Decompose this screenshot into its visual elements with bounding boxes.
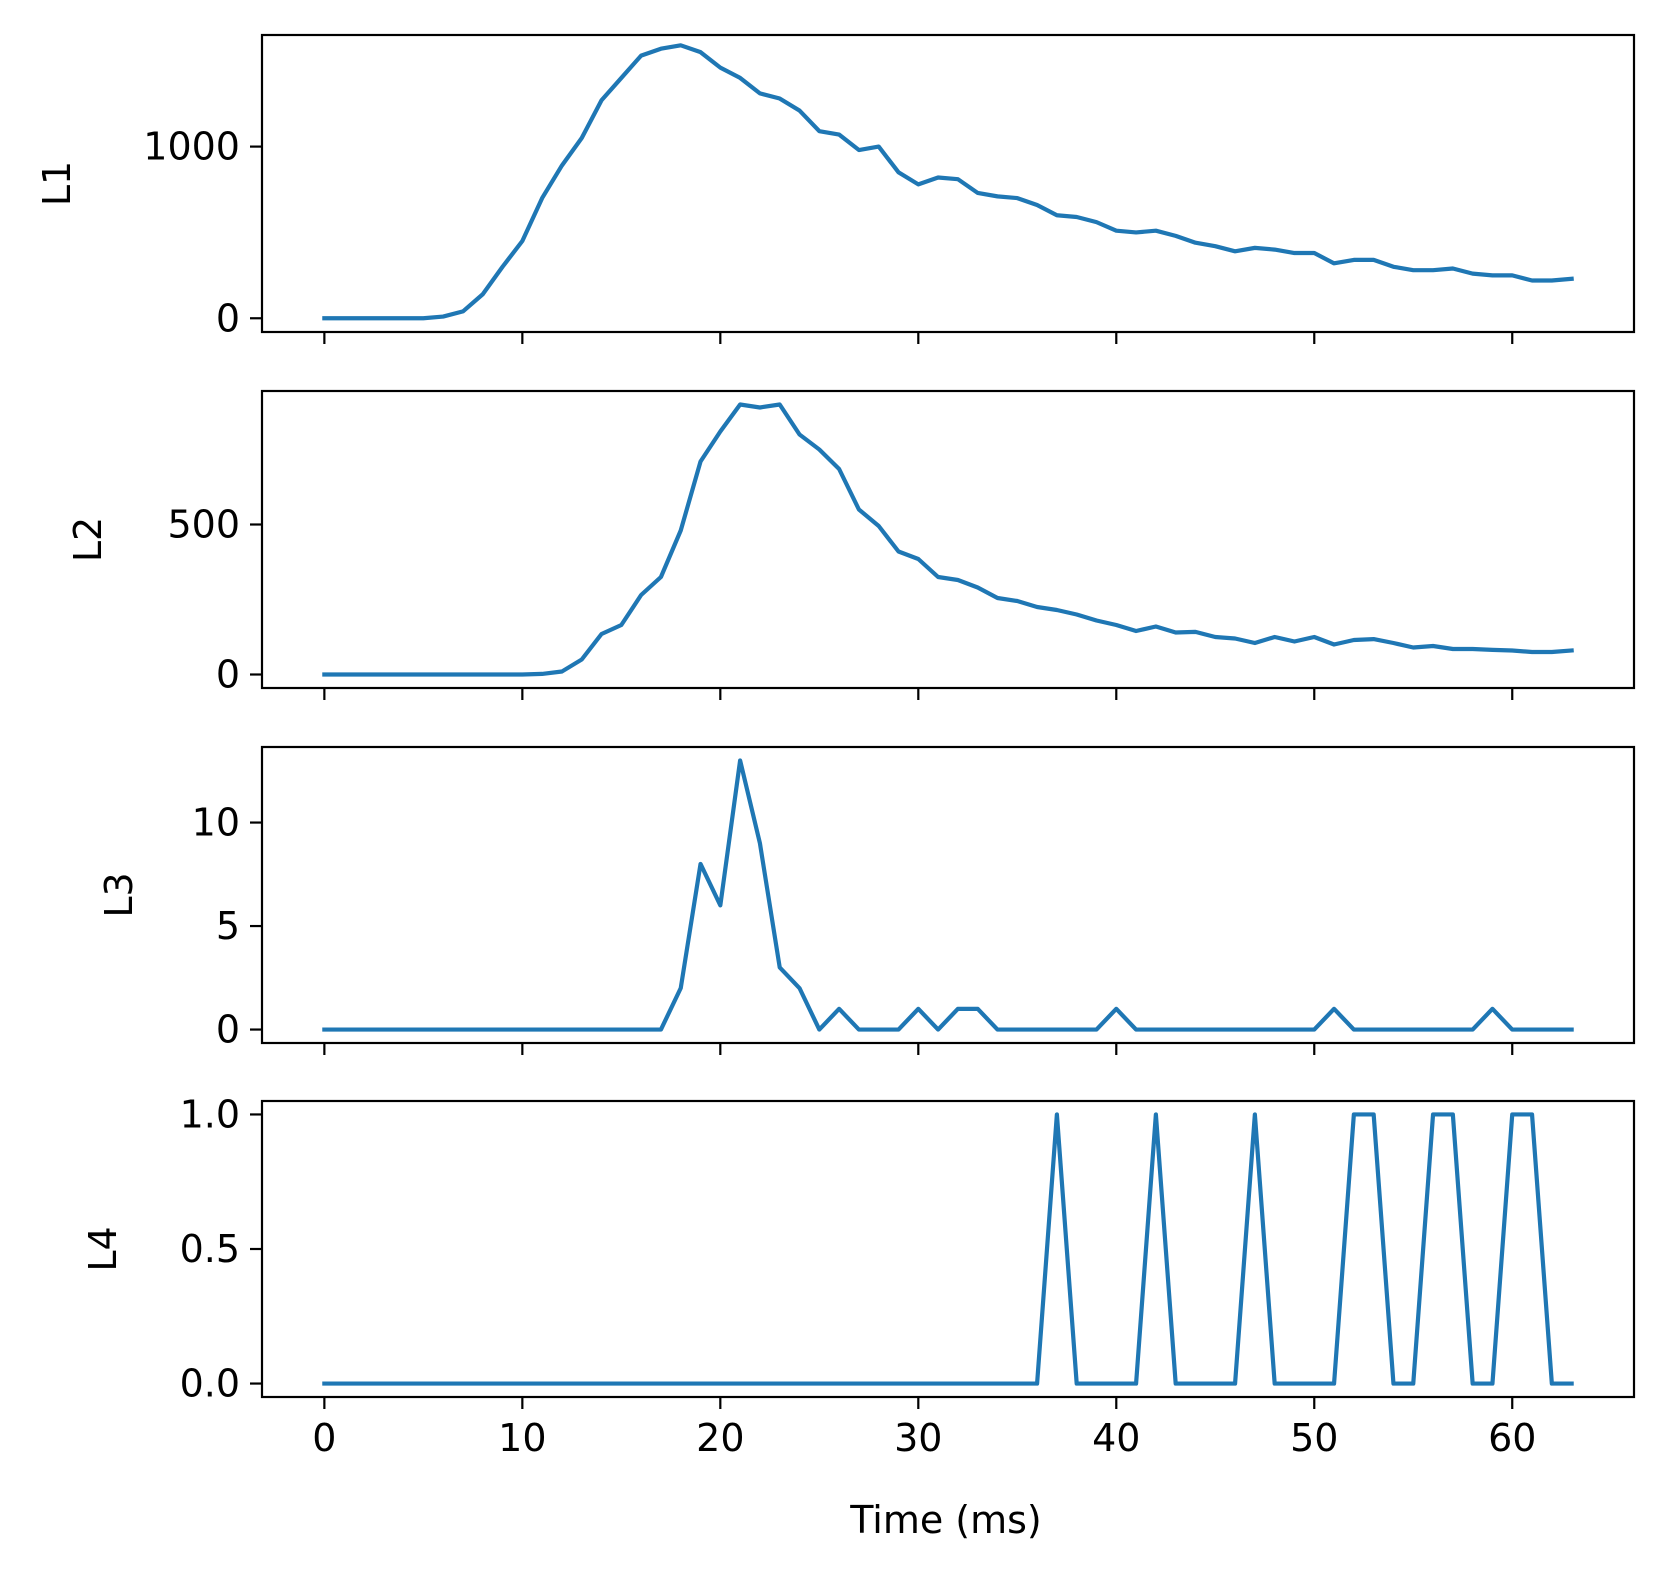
panel-l3-y-tick-label: 0: [216, 1008, 240, 1052]
panel-l4-ylabel: L4: [81, 1226, 125, 1271]
panel-l1-y-ticks: 0 1000: [143, 125, 262, 340]
panel-l4-y-tick-label: 0.0: [180, 1362, 240, 1406]
panel-l1-y-tick-label: 1000: [143, 125, 240, 169]
panel-l3-y-tick-label: 5: [216, 904, 240, 948]
panel-l4-y-ticks: 0.0 0.5 1.0: [180, 1092, 262, 1406]
panel-l1-y-tick-label: 0: [216, 296, 240, 340]
panel-l3-series-line: [322, 758, 1574, 1032]
panel-l4-x-tick-label: 10: [498, 1416, 546, 1460]
panel-l4: L4 0 10 20 30 40 50 60 0.0 0.5 1.0 Time (ms): [81, 1092, 1636, 1542]
panel-l1-series-line: [322, 43, 1574, 321]
panel-l4-x-ticks: 0 10 20 30 40 50 60: [312, 1397, 1536, 1460]
panel-l1: L1 0 1000: [35, 33, 1636, 344]
panel-l3: L3 0 5 10: [97, 745, 1636, 1055]
panel-l3-ylabel: L3: [97, 872, 141, 917]
panel-l4-x-tick-label: 30: [894, 1416, 942, 1460]
panel-l1-ylabel: L1: [35, 161, 79, 206]
panel-l4-x-tick-label: 20: [696, 1416, 744, 1460]
panel-l3-y-ticks: 0 5 10: [192, 801, 262, 1052]
panel-l4-series-line: [322, 1112, 1574, 1386]
panel-l2-y-ticks: 0 500: [167, 503, 262, 697]
panel-l2-x-ticks: [323, 688, 1514, 700]
panel-l2: L2 0 500: [66, 389, 1636, 700]
panel-l4-x-tick-label: 0: [312, 1416, 336, 1460]
panel-l1-frame: [260, 33, 1636, 334]
panel-l3-y-tick-label: 10: [192, 801, 240, 845]
panel-l2-y-tick-label: 500: [167, 503, 240, 547]
x-axis-label: Time (ms): [849, 1498, 1042, 1542]
panel-l3-frame: [260, 745, 1636, 1045]
panel-l2-ylabel: L2: [66, 517, 110, 562]
panel-l2-frame: [260, 389, 1636, 690]
panel-l1-x-ticks: [323, 332, 1514, 344]
panel-l3-x-ticks: [323, 1043, 1514, 1055]
panel-l4-x-tick-label: 40: [1092, 1416, 1140, 1460]
panel-l4-y-tick-label: 0.5: [180, 1227, 240, 1271]
panel-l2-series-line: [322, 402, 1574, 677]
panel-l4-x-tick-label: 60: [1488, 1416, 1536, 1460]
panel-l2-y-tick-label: 0: [216, 653, 240, 697]
panel-l4-y-tick-label: 1.0: [180, 1092, 240, 1136]
panel-l4-x-tick-label: 50: [1290, 1416, 1338, 1460]
